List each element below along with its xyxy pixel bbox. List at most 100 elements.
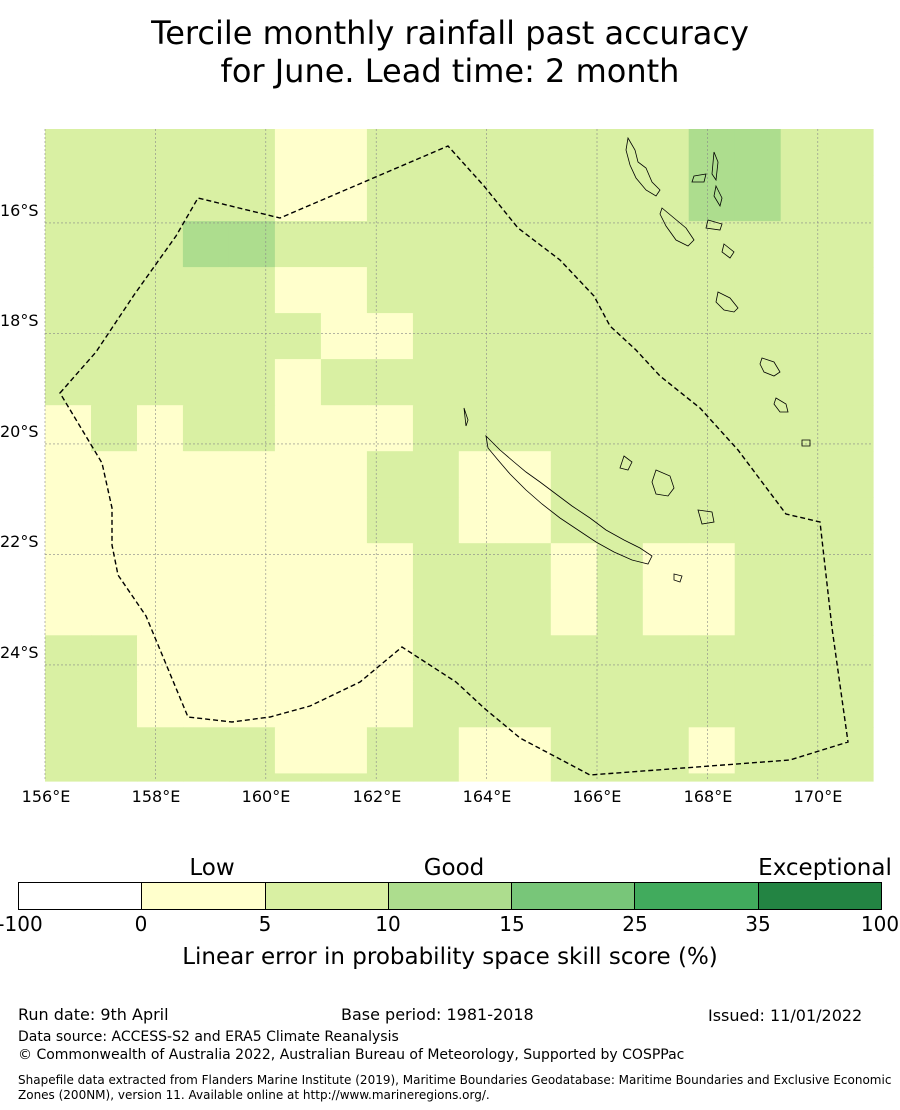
skill-cell	[228, 175, 276, 222]
skill-cell	[412, 405, 460, 452]
skill-cell	[458, 497, 506, 544]
skill-cell	[182, 313, 230, 360]
skill-cell	[504, 359, 552, 406]
lon-tick-label: 156°E	[21, 787, 71, 806]
skill-cell	[274, 405, 322, 452]
lat-lon-gridlines	[44, 129, 873, 781]
skill-cell	[688, 129, 736, 176]
skill-cell	[688, 681, 736, 728]
skill-cell	[228, 267, 276, 314]
island-erromango	[759, 357, 781, 377]
lon-tick-label: 162°E	[352, 787, 402, 806]
skill-cell	[91, 635, 138, 682]
colorbar-segment	[512, 883, 636, 909]
skill-cell	[734, 451, 782, 498]
skill-cell	[688, 635, 736, 682]
skill-cell	[734, 267, 782, 314]
skill-cell	[734, 313, 782, 360]
skill-cell	[182, 727, 230, 774]
skill-cell	[320, 543, 368, 590]
island-ouvea	[619, 455, 633, 471]
skill-cell	[872, 681, 874, 728]
skill-cell	[45, 543, 92, 590]
skill-cell	[872, 267, 874, 314]
island-grande-terre	[485, 434, 653, 565]
skill-cell	[504, 129, 552, 176]
skill-cell	[642, 727, 690, 774]
skill-cell	[412, 773, 460, 782]
skill-cell	[91, 773, 138, 782]
skill-cell	[504, 543, 552, 590]
skill-cell	[182, 589, 230, 636]
skill-cell	[274, 267, 322, 314]
skill-cell	[688, 589, 736, 636]
skill-cell	[412, 589, 460, 636]
skill-cell	[228, 773, 276, 782]
lon-tick-label: 168°E	[683, 787, 733, 806]
colorbar	[18, 882, 882, 910]
skill-cell	[504, 451, 552, 498]
skill-cell	[734, 405, 782, 452]
skill-cell	[137, 681, 184, 728]
skill-cell	[872, 497, 874, 544]
skill-cell	[826, 267, 874, 314]
skill-cell	[642, 405, 690, 452]
skill-cell	[872, 405, 874, 452]
skill-cell	[137, 221, 184, 268]
skill-cell	[458, 773, 506, 782]
skill-cell	[872, 221, 874, 268]
skill-cell	[458, 221, 506, 268]
skill-cell	[826, 497, 874, 544]
skill-cell	[412, 267, 460, 314]
island-epi	[721, 243, 735, 259]
skill-cell	[550, 129, 598, 176]
skill-cell	[550, 405, 598, 452]
skill-cell	[688, 221, 736, 268]
island-banks	[711, 151, 719, 182]
skill-cell	[45, 635, 92, 682]
skill-cell	[780, 451, 828, 498]
skill-cell	[780, 405, 828, 452]
lat-tick-label: 18°S	[0, 311, 39, 330]
skill-cell	[45, 681, 92, 728]
skill-cell	[320, 451, 368, 498]
lon-tick-label: 170°E	[793, 787, 843, 806]
skill-cell	[412, 313, 460, 360]
lon-tick-label: 160°E	[241, 787, 291, 806]
skill-cell	[366, 589, 414, 636]
skill-cell	[274, 497, 322, 544]
skill-cell	[642, 313, 690, 360]
skill-cell	[872, 727, 874, 774]
skill-cell	[734, 129, 782, 176]
skill-cell	[872, 129, 874, 176]
skill-cell	[596, 405, 644, 452]
skill-cell	[91, 451, 138, 498]
skill-cell	[780, 267, 828, 314]
skill-cell	[320, 773, 368, 782]
skill-cell	[91, 543, 138, 590]
skill-cell	[458, 175, 506, 222]
skill-cell	[320, 221, 368, 268]
colorbar-segment	[388, 883, 513, 909]
skill-cell	[274, 681, 322, 728]
skill-cell	[228, 405, 276, 452]
skill-cell	[45, 313, 92, 360]
island-malakula	[659, 207, 695, 247]
skill-cell	[366, 313, 414, 360]
skill-cell	[550, 359, 598, 406]
skill-cell	[596, 589, 644, 636]
skill-cell	[366, 175, 414, 222]
skill-cell	[320, 497, 368, 544]
skill-cell	[780, 313, 828, 360]
colorbar-segment	[19, 883, 143, 909]
skill-cell	[642, 589, 690, 636]
lat-tick-label: 24°S	[0, 643, 39, 662]
skill-cell	[45, 497, 92, 544]
skill-cell	[504, 267, 552, 314]
skill-cell	[642, 773, 690, 782]
skill-grid	[45, 129, 874, 782]
coastlines	[463, 136, 811, 583]
island-belep	[463, 407, 469, 427]
category-good-label: Good	[423, 855, 485, 881]
